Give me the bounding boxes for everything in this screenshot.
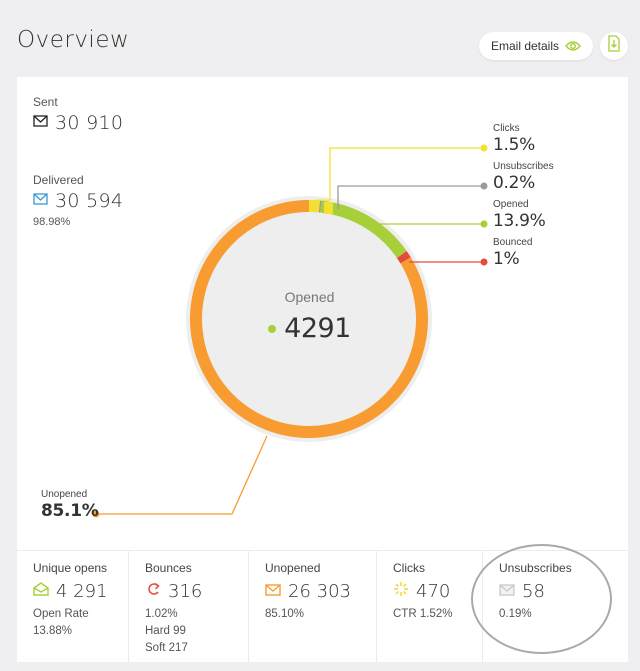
- unopened-callout-value: 85.1%: [41, 501, 99, 521]
- click-through-rate: CTR 1.52%: [393, 608, 453, 620]
- clicks-callout-label: Clicks: [493, 123, 520, 134]
- open-rate-value: 13.88%: [33, 625, 73, 637]
- overview-card: Sent 30 910 Delivered 30 594 98.98% Open…: [17, 77, 628, 663]
- unopened-rate: 85.10%: [265, 608, 305, 620]
- download-icon: [607, 35, 621, 57]
- bounce-rate: 1.02%: [145, 608, 178, 620]
- unopened-label: Unopened: [265, 561, 321, 575]
- donut-center-number: 4291: [284, 313, 351, 344]
- bounced-callout-value: 1%: [493, 249, 520, 269]
- bounce-arrow-icon: [145, 582, 161, 601]
- summary-bar: Unique opens 4 291 Open Rate 13.88% Boun…: [17, 550, 628, 663]
- unsubscribes-value: 58: [522, 581, 545, 602]
- download-button[interactable]: [600, 32, 628, 60]
- delivered-label: Delivered: [33, 173, 84, 187]
- sent-stat: Sent 30 910: [33, 95, 123, 134]
- clicks-callout-value: 1.5%: [493, 135, 535, 155]
- delivered-envelope-icon: [33, 192, 48, 210]
- donut-center-label: Opened: [284, 289, 335, 305]
- page-title: Overview: [17, 27, 130, 53]
- email-details-button[interactable]: Email details: [479, 32, 593, 60]
- delivered-stat: Delivered 30 594 98.98%: [33, 173, 123, 228]
- bounced-callout-label: Bounced: [493, 237, 533, 248]
- unsubscribe-rate: 0.19%: [499, 608, 532, 620]
- open-rate-label: Open Rate: [33, 608, 89, 620]
- unsubscribes-leader-line: [337, 185, 483, 209]
- unopened-callout-label: Unopened: [41, 489, 88, 500]
- clicks-callout: Clicks 1.5%: [493, 123, 535, 155]
- clicks-column: Clicks 470 CTR 1.52%: [377, 551, 483, 663]
- unsubscribes-callout-label: Unsubscribes: [493, 161, 554, 172]
- unsubscribes-column: Unsubscribes 58 0.19%: [483, 551, 628, 663]
- unsubscribes-callout: Unsubscribes 0.2%: [493, 161, 554, 193]
- clicks-leader-line: [314, 147, 483, 201]
- hard-bounces: Hard 99: [145, 625, 186, 637]
- bounced-segment: [396, 251, 411, 264]
- sent-envelope-icon: [33, 114, 48, 132]
- sent-label: Sent: [33, 95, 58, 109]
- unique-opens-value: 4 291: [56, 581, 108, 602]
- unopened-segment: [190, 200, 428, 438]
- unique-opens-label: Unique opens: [33, 561, 108, 575]
- delivered-value: 30 594: [55, 190, 124, 212]
- opened-callout-value: 13.9%: [493, 211, 546, 231]
- unsubscribes-leader-dot: [480, 182, 488, 190]
- donut-chart: [92, 144, 488, 518]
- unsubscribe-envelope-icon: [499, 583, 515, 601]
- sent-value: 30 910: [55, 112, 124, 134]
- eye-icon: [565, 40, 581, 52]
- email-details-label: Email details: [490, 39, 560, 53]
- delivered-rate: 98.98%: [33, 216, 71, 228]
- clicks-segment-marker: [324, 202, 333, 214]
- unopened-callout: Unopened 85.1%: [41, 489, 99, 521]
- donut-inner-fill: [202, 212, 416, 426]
- unsubscribes-label: Unsubscribes: [499, 561, 572, 575]
- unopened-leader-dot: [92, 510, 100, 518]
- open-envelope-icon: [33, 582, 49, 601]
- opened-leader-dot: [480, 220, 488, 228]
- opened-callout: Opened 13.9%: [493, 199, 546, 231]
- bounced-leader-dot: [480, 258, 488, 266]
- clicks-value: 470: [416, 581, 451, 602]
- click-burst-icon: [393, 581, 409, 602]
- opened-dot: [268, 324, 277, 333]
- unique-opens-column: Unique opens 4 291 Open Rate 13.88%: [17, 551, 129, 663]
- unsubscribes-callout-value: 0.2%: [493, 173, 535, 193]
- opened-callout-label: Opened: [493, 199, 529, 210]
- clicks-leader-dot: [480, 144, 488, 152]
- donut-center-value: 4291: [217, 313, 402, 344]
- bounces-value: 316: [168, 581, 203, 602]
- unopened-column: Unopened 26 303 85.10%: [249, 551, 377, 663]
- clicks-label: Clicks: [393, 561, 425, 575]
- bounced-callout: Bounced 1%: [493, 237, 532, 269]
- unopened-leader-line: [96, 435, 268, 515]
- closed-envelope-icon: [265, 583, 281, 601]
- bounces-column: Bounces 316 1.02% Hard 99 Soft 217: [129, 551, 249, 663]
- unopened-value: 26 303: [288, 581, 351, 602]
- bounces-label: Bounces: [145, 561, 192, 575]
- soft-bounces: Soft 217: [145, 642, 188, 654]
